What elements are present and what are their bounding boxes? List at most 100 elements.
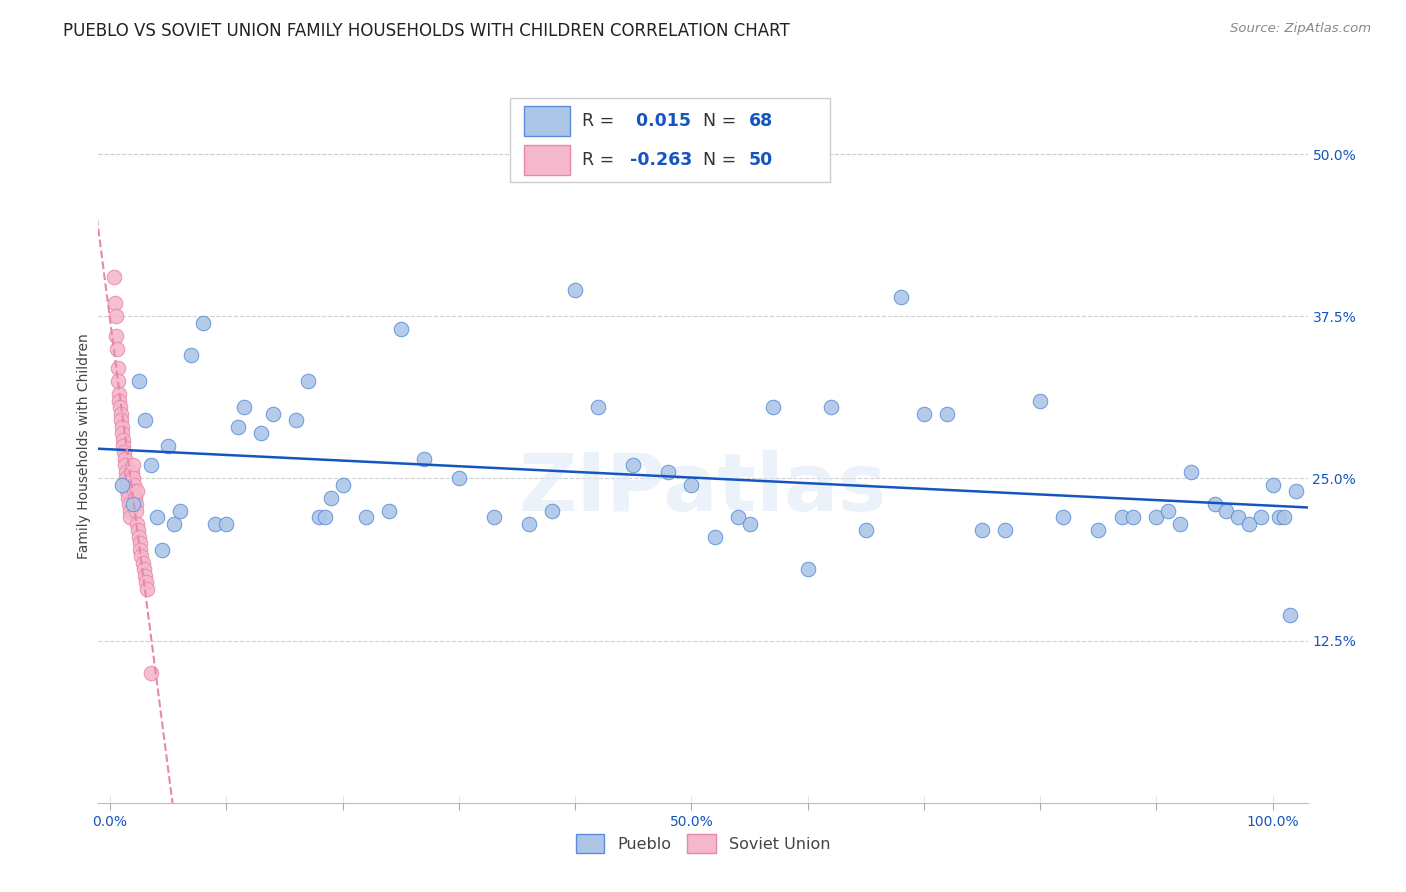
Point (378, 504, 401, 518)
Point (110, 413, 132, 427)
Point (121, 471, 143, 485)
Text: 0.015: 0.015 (630, 112, 692, 130)
Point (319, 491, 342, 505)
Point (1111, 510, 1133, 524)
Bar (524, 106, 569, 136)
Point (1272, 510, 1295, 524)
Point (180, 348, 202, 362)
Point (232, 400, 254, 414)
Point (150, 542, 173, 557)
Text: 50: 50 (749, 151, 773, 169)
Point (1267, 510, 1289, 524)
Point (135, 575, 157, 590)
Point (204, 516, 226, 531)
Point (114, 458, 136, 473)
Point (122, 471, 145, 485)
Point (112, 439, 135, 453)
Point (970, 524, 993, 538)
Point (120, 510, 142, 524)
Point (117, 484, 139, 499)
Point (447, 471, 470, 485)
Point (354, 510, 377, 524)
Text: Source: ZipAtlas.com: Source: ZipAtlas.com (1230, 22, 1371, 36)
Point (107, 374, 129, 388)
Point (314, 510, 336, 524)
Point (517, 516, 540, 531)
Point (104, 296, 127, 310)
Point (111, 425, 134, 440)
Point (125, 484, 148, 499)
Point (131, 556, 153, 570)
Text: 68: 68 (749, 112, 773, 130)
Point (121, 465, 143, 479)
Point (1250, 510, 1272, 524)
Point (127, 524, 149, 538)
Point (122, 478, 145, 492)
Point (114, 465, 136, 479)
Point (111, 433, 134, 447)
Point (118, 504, 141, 518)
Point (727, 510, 749, 524)
Text: N =: N = (703, 151, 737, 169)
Point (1052, 510, 1074, 524)
Point (105, 328, 128, 343)
Point (128, 374, 150, 388)
Point (134, 413, 156, 427)
Point (114, 452, 136, 467)
Point (134, 568, 156, 582)
Point (657, 465, 679, 479)
Point (139, 666, 162, 681)
Point (124, 497, 146, 511)
Point (1261, 478, 1284, 492)
Point (890, 290, 912, 304)
Point (132, 562, 155, 576)
Point (124, 484, 146, 499)
Point (285, 413, 308, 427)
Point (107, 361, 129, 376)
Point (115, 471, 138, 485)
Point (103, 270, 125, 285)
Point (129, 542, 152, 557)
Point (1285, 484, 1308, 499)
Point (105, 342, 128, 356)
Point (308, 510, 330, 524)
Point (108, 393, 131, 408)
Point (136, 582, 159, 596)
Point (738, 516, 761, 531)
Point (994, 524, 1017, 538)
Point (1226, 510, 1249, 524)
Point (128, 536, 150, 550)
Point (1168, 516, 1191, 531)
Point (115, 478, 138, 492)
Point (621, 458, 644, 473)
Bar (509, 98, 830, 182)
Text: R =: R = (582, 151, 614, 169)
Bar (524, 145, 569, 175)
Point (104, 310, 127, 324)
Point (157, 439, 180, 453)
Point (191, 316, 214, 330)
Point (936, 407, 959, 421)
Point (1239, 516, 1261, 531)
Point (145, 510, 167, 524)
Point (215, 516, 238, 531)
Point (912, 407, 935, 421)
Point (108, 400, 131, 414)
Point (1157, 504, 1180, 518)
Point (226, 419, 249, 434)
Point (1122, 510, 1144, 524)
Point (1029, 393, 1052, 408)
Point (125, 504, 148, 518)
Point (111, 419, 134, 434)
Text: ZIPatlas: ZIPatlas (519, 450, 887, 528)
Point (107, 387, 129, 401)
Text: PUEBLO VS SOVIET UNION FAMILY HOUSEHOLDS WITH CHILDREN CORRELATION CHART: PUEBLO VS SOVIET UNION FAMILY HOUSEHOLDS… (63, 22, 790, 40)
Point (1180, 465, 1202, 479)
Point (127, 516, 149, 531)
Point (762, 400, 785, 414)
Point (120, 465, 142, 479)
Point (117, 491, 139, 505)
Text: N =: N = (703, 112, 737, 130)
Point (131, 549, 153, 564)
Text: -0.263: -0.263 (630, 151, 693, 169)
